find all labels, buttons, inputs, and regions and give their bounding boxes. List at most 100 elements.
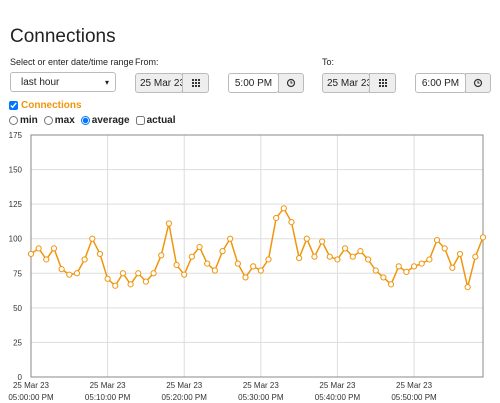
- point: [66, 271, 73, 278]
- series-toggle: Connections: [21, 100, 82, 111]
- point: [403, 268, 410, 276]
- y-tick-label: 25: [13, 338, 22, 347]
- point: [464, 284, 471, 291]
- point: [472, 253, 479, 260]
- mode-label: max: [54, 115, 75, 126]
- y-tick-label: 0: [18, 373, 23, 382]
- point: [158, 252, 165, 259]
- mode-option: average: [80, 115, 130, 126]
- point: [372, 267, 379, 274]
- y-tick-label: 125: [9, 200, 23, 209]
- actual-checkbox[interactable]: [135, 116, 145, 125]
- point: [418, 260, 425, 267]
- point: [165, 220, 172, 227]
- mode-label: min: [20, 115, 38, 126]
- x-tick-label: 25 Mar 23 05:00:00 PM: [8, 381, 54, 402]
- point: [250, 263, 257, 270]
- point: [181, 271, 188, 278]
- point: [257, 267, 264, 274]
- actual-label: actual: [146, 115, 176, 126]
- y-tick-label: 50: [13, 304, 22, 313]
- point: [211, 267, 218, 274]
- point: [426, 256, 433, 263]
- mode-row: min max average actual: [9, 115, 176, 126]
- point: [479, 234, 487, 241]
- point: [50, 245, 58, 252]
- point: [380, 274, 387, 281]
- from-date-button[interactable]: [182, 73, 209, 93]
- range-select[interactable]: last hour ▾: [10, 72, 116, 92]
- to-date-button[interactable]: [369, 73, 396, 93]
- point: [242, 274, 249, 281]
- mode-radio[interactable]: [9, 116, 18, 125]
- title: Connections: [10, 26, 116, 47]
- to-label: To:: [322, 57, 335, 67]
- point: [364, 256, 372, 263]
- mode-radio[interactable]: [43, 116, 53, 125]
- series-checkbox[interactable]: [9, 101, 18, 110]
- mode-option: actual: [135, 115, 176, 126]
- point: [387, 281, 395, 288]
- y-tick-label: 175: [9, 131, 23, 140]
- point: [349, 253, 356, 260]
- point: [265, 256, 272, 263]
- point: [142, 278, 150, 285]
- point: [234, 260, 241, 267]
- x-tick-label: 25 Mar 23 05:30:00 PM: [238, 381, 284, 402]
- point: [81, 256, 88, 263]
- mode-option: max: [43, 115, 75, 126]
- point: [319, 238, 326, 245]
- mode-label: average: [91, 115, 130, 126]
- point: [303, 235, 310, 242]
- point: [288, 219, 295, 226]
- to-time[interactable]: 6:00 PM: [415, 73, 466, 93]
- point: [441, 245, 448, 252]
- point: [112, 282, 119, 289]
- point: [311, 253, 318, 260]
- from-time-button[interactable]: [278, 73, 304, 93]
- point: [219, 248, 226, 255]
- y-tick-label: 100: [9, 235, 23, 244]
- y-tick-label: 150: [9, 166, 23, 175]
- point: [27, 250, 35, 258]
- point: [433, 236, 441, 244]
- point: [196, 243, 203, 251]
- point: [89, 235, 96, 242]
- x-tick-label: 25 Mar 23 05:20:00 PM: [162, 381, 208, 402]
- x-tick-label: 25 Mar 23 05:50:00 PM: [391, 381, 437, 402]
- clock-icon: [473, 78, 483, 88]
- point: [456, 250, 464, 258]
- clock-icon: [286, 78, 296, 88]
- point: [73, 270, 81, 277]
- point: [58, 266, 65, 273]
- range-value: last hour: [21, 77, 60, 88]
- from-time[interactable]: 5:00 PM: [228, 73, 279, 93]
- calendar-icon: [379, 79, 387, 87]
- point: [410, 263, 418, 270]
- point: [96, 250, 104, 258]
- point: [119, 270, 127, 277]
- to-time-button[interactable]: [465, 73, 491, 93]
- mode-option: min: [9, 115, 38, 126]
- point: [188, 253, 195, 260]
- point: [334, 256, 341, 263]
- range-label: Select or enter date/time range: [10, 57, 134, 67]
- series-line: [30, 206, 484, 288]
- point: [449, 264, 456, 271]
- point: [357, 248, 364, 255]
- calendar-icon: [192, 79, 200, 87]
- mode-radio[interactable]: [80, 116, 90, 125]
- point: [227, 235, 234, 242]
- point: [173, 261, 180, 269]
- to-date[interactable]: 25 Mar 23: [322, 73, 370, 93]
- point: [104, 275, 111, 282]
- point: [342, 245, 349, 252]
- from-date[interactable]: 25 Mar 23: [135, 73, 183, 93]
- point: [150, 270, 157, 277]
- x-tick-label: 25 Mar 23 05:40:00 PM: [315, 381, 361, 402]
- point: [135, 270, 142, 277]
- point: [273, 214, 280, 222]
- point: [326, 253, 333, 260]
- x-tick-label: 25 Mar 23 05:10:00 PM: [85, 381, 131, 402]
